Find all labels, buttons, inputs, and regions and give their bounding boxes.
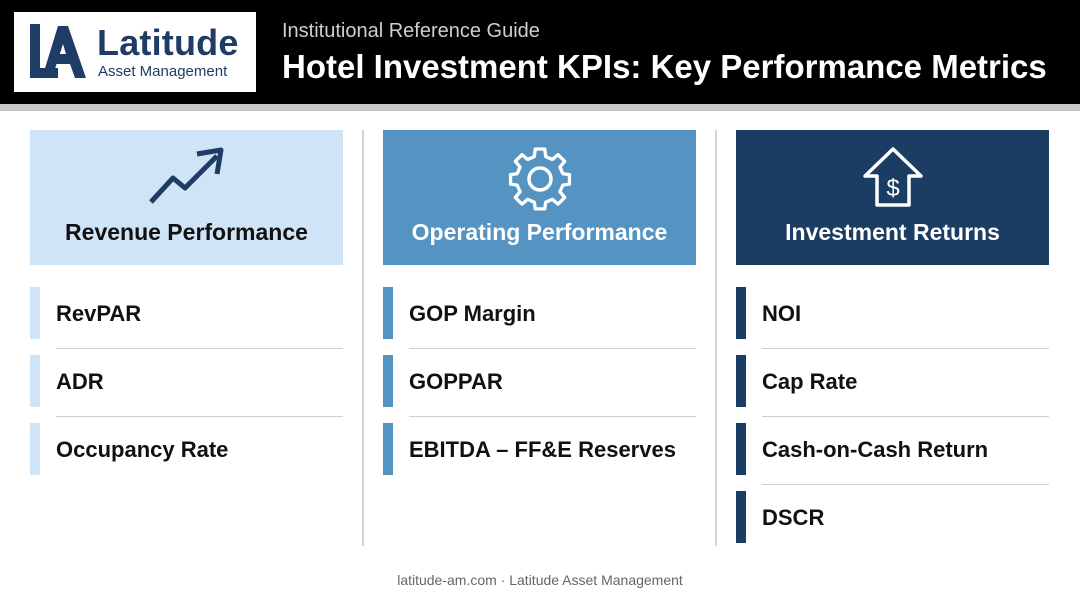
accent-bar xyxy=(383,423,393,475)
list-item: NOI xyxy=(736,287,1049,355)
house-dollar-icon: $ xyxy=(862,147,923,207)
metric-label: Cap Rate xyxy=(762,369,858,394)
column-operating-performance: Operating Performance GOP Margin GOPPAR … xyxy=(383,130,696,491)
accent-bar xyxy=(736,287,746,339)
accent-bar xyxy=(383,355,393,407)
metric-label: Occupancy Rate xyxy=(56,437,229,462)
brand-name: Latitude xyxy=(97,22,239,63)
row-rule xyxy=(409,348,696,349)
list-item: Cash-on-Cash Return xyxy=(736,423,1049,491)
page-title: Hotel Investment KPIs: Key Performance M… xyxy=(282,48,1047,85)
row-rule xyxy=(56,416,343,417)
metric-label: GOP Margin xyxy=(409,301,536,326)
logo-mark-icon xyxy=(30,24,86,78)
row-rule xyxy=(762,484,1049,485)
list-item: GOP Margin xyxy=(383,287,696,355)
page-subtitle: Institutional Reference Guide xyxy=(282,20,540,42)
accent-bar xyxy=(30,423,40,475)
metric-label: NOI xyxy=(762,301,802,326)
row-rule xyxy=(409,416,696,417)
list-item: Cap Rate xyxy=(736,355,1049,423)
category-title: Investment Returns xyxy=(785,219,1000,245)
category-title: Revenue Performance xyxy=(65,219,308,245)
trend-up-arrow-icon xyxy=(148,147,223,204)
list-item: GOPPAR xyxy=(383,355,696,423)
metric-label: GOPPAR xyxy=(409,369,503,394)
accent-bar xyxy=(30,287,40,339)
svg-text:$: $ xyxy=(886,175,899,202)
footer-text: latitude-am.com · Latitude Asset Managem… xyxy=(397,572,683,588)
list-item: DSCR xyxy=(736,491,1049,559)
row-rule xyxy=(762,416,1049,417)
column-divider xyxy=(715,130,717,546)
list-item: RevPAR xyxy=(30,287,343,355)
accent-bar xyxy=(383,287,393,339)
row-rule xyxy=(762,348,1049,349)
category-card: Revenue Performance xyxy=(30,130,343,265)
column-revenue-performance: Revenue Performance RevPAR ADR Occupancy… xyxy=(30,130,343,491)
list-item: Occupancy Rate xyxy=(30,423,343,491)
category-card: $ Investment Returns xyxy=(736,130,1049,265)
logo: Latitude Asset Management xyxy=(14,12,256,92)
category-title: Operating Performance xyxy=(411,219,668,245)
category-card: Operating Performance xyxy=(383,130,696,265)
metric-label: EBITDA – FF&E Reserves xyxy=(409,437,676,462)
accent-bar xyxy=(30,355,40,407)
accent-bar xyxy=(736,355,746,407)
accent-bar xyxy=(736,491,746,543)
list-item: EBITDA – FF&E Reserves xyxy=(383,423,696,491)
metric-label: ADR xyxy=(56,369,104,394)
column-divider xyxy=(362,130,364,546)
gear-icon xyxy=(508,147,571,211)
header-rule xyxy=(0,104,1080,111)
list-item: ADR xyxy=(30,355,343,423)
row-rule xyxy=(56,348,343,349)
metric-label: DSCR xyxy=(762,505,825,530)
brand-subtitle: Asset Management xyxy=(98,63,228,80)
metric-label: RevPAR xyxy=(56,301,142,326)
accent-bar xyxy=(736,423,746,475)
metric-label: Cash-on-Cash Return xyxy=(762,437,989,462)
column-investment-returns: $ Investment Returns NOI Cap Rate Cash-o… xyxy=(736,130,1049,559)
